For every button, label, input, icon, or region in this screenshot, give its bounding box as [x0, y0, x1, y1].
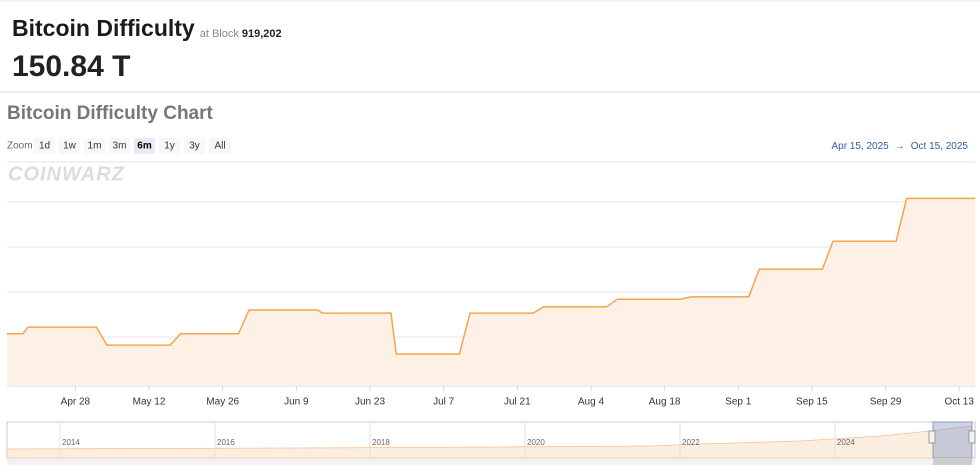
- x-tick-label: Sep 15: [796, 397, 828, 408]
- zoom-label: Zoom: [7, 141, 33, 152]
- difficulty-value: 150.84 T: [12, 50, 130, 83]
- navigator-years: 2014 2016 2018 2020 2022 2024: [59, 422, 855, 458]
- x-tick-label: Oct 13: [944, 397, 974, 408]
- zoom-button[interactable]: [84, 138, 105, 154]
- navigator-series: [6, 425, 973, 459]
- x-tick-label: Jun 9: [284, 397, 309, 408]
- navigator-handle[interactable]: [928, 430, 936, 444]
- navigator-year: 2018: [372, 438, 390, 447]
- x-tick-label: Aug 18: [649, 397, 681, 408]
- navigator-year: 2020: [527, 438, 545, 447]
- navigator-year: 2024: [837, 438, 855, 447]
- navigator-year: 2022: [682, 438, 700, 447]
- zoom-button[interactable]: [184, 138, 205, 154]
- x-tick-label: May 26: [206, 397, 239, 408]
- navigator-handle[interactable]: [968, 430, 976, 444]
- zoom-button-label[interactable]: 1m: [88, 141, 102, 152]
- page-title: Bitcoin Difficulty: [12, 15, 195, 41]
- x-tick-label: Sep 1: [725, 397, 752, 408]
- navigator-year: 2014: [62, 438, 80, 447]
- zoom-button[interactable]: [59, 138, 80, 154]
- x-tick-label: May 12: [133, 397, 166, 408]
- x-tick-label: Jul 21: [504, 397, 531, 408]
- zoom-button-label[interactable]: 6m: [137, 141, 152, 152]
- x-tick-label: Jun 23: [355, 397, 385, 408]
- zoom-button-label[interactable]: 1w: [63, 141, 77, 152]
- zoom-buttons: 1d 1w 1m 3m 6m 1y 3y All: [34, 138, 231, 154]
- watermark: COINWARZ: [8, 163, 125, 185]
- navigator-window[interactable]: [932, 421, 973, 459]
- difficulty-line: [7, 197, 975, 355]
- scrollbar[interactable]: [7, 459, 975, 465]
- block-number: 919,202: [242, 28, 282, 40]
- x-tick-label: Sep 29: [870, 397, 902, 408]
- zoom-button-label[interactable]: 3m: [113, 141, 127, 152]
- zoom-button[interactable]: [34, 138, 55, 154]
- scrollbar-thumb[interactable]: [933, 459, 972, 465]
- block-prefix: at Block: [200, 28, 240, 40]
- navigator-year: 2016: [217, 438, 235, 447]
- x-tick-label: Aug 4: [578, 397, 605, 408]
- chart-title: Bitcoin Difficulty Chart: [7, 103, 214, 124]
- zoom-button[interactable]: [159, 138, 180, 154]
- x-tick-label: Apr 28: [61, 397, 91, 408]
- zoom-button-label[interactable]: 3y: [189, 141, 200, 152]
- x-tick-label: Jul 7: [433, 397, 455, 408]
- zoom-button-label[interactable]: 1y: [164, 141, 175, 152]
- range-separator: →: [895, 141, 905, 152]
- zoom-button-label[interactable]: All: [214, 141, 225, 152]
- area-fill: [7, 198, 975, 386]
- range-from[interactable]: Apr 15, 2025: [831, 141, 889, 152]
- zoom-button[interactable]: [134, 138, 155, 154]
- range-to[interactable]: Oct 15, 2025: [911, 141, 969, 152]
- range-display[interactable]: Apr 15, 2025 → Oct 15, 2025: [831, 141, 968, 152]
- zoom-button[interactable]: [109, 138, 130, 154]
- zoom-button-label[interactable]: 1d: [39, 141, 50, 152]
- zoom-button[interactable]: [209, 138, 231, 154]
